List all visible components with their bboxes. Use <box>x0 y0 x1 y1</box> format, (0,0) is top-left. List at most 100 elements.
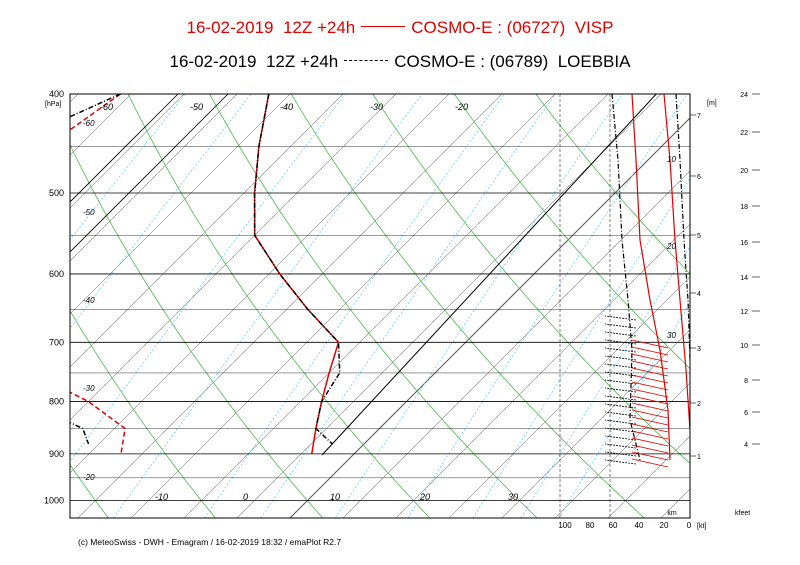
height-kfeet-tick-label: 20 <box>740 168 748 175</box>
wind-barb-visp <box>631 374 669 384</box>
dry-adiabat-line <box>70 464 109 518</box>
isotherm-line <box>0 94 25 518</box>
wind-profile-label: 20 <box>666 242 676 251</box>
isotherm-line <box>70 94 238 262</box>
pressure-tick-label: 500 <box>49 188 64 198</box>
wind-barb-visp <box>631 409 669 419</box>
isotherm-label: -30 <box>370 102 383 112</box>
height-m-tick-label: 1 <box>697 454 701 461</box>
wind-barb-loebbia <box>604 419 637 425</box>
wind-barb-loebbia <box>604 331 637 337</box>
mixing-ratio-line <box>113 94 423 518</box>
wind-barb-visp <box>631 353 669 363</box>
dry-adiabat-line <box>127 94 431 518</box>
wind-tick-label: 80 <box>586 521 595 530</box>
pressure-unit-label: [hPa] <box>45 101 61 108</box>
title-visp-station: VISP <box>574 18 614 37</box>
wind-barb-loebbia <box>604 395 637 401</box>
wind-barb-loebbia <box>604 315 637 321</box>
wind-barb-visp <box>631 367 669 377</box>
footer-credit: (c) MeteoSwiss - DWH - Emagram / 16-02-2… <box>78 537 342 547</box>
wind-tick-label: 0 <box>687 521 692 530</box>
isotherm-line <box>70 94 132 156</box>
axis-labels: 400 500 600 7 0 0 800 900 1000 [hPa] -60 -50 -40 -30 -… <box>44 89 760 530</box>
temperature-line-loebbia <box>253 94 341 445</box>
wind-barb-loebbia <box>604 411 637 417</box>
wind-tick-label: 40 <box>635 521 644 530</box>
isotherm-line <box>342 170 690 518</box>
height-m-tick-label: 4 <box>697 291 701 298</box>
title-visp-model: COSMO-E : (06727) <box>411 18 566 37</box>
dry-adiabat-line <box>372 94 690 464</box>
dry-adiabat-label: -50 <box>83 208 95 217</box>
isotherm-label: -60 <box>100 102 113 112</box>
height-kfeet-tick-label: 18 <box>740 204 748 211</box>
mixing-ratio-line <box>520 246 690 518</box>
pressure-tick-label: 600 <box>49 269 64 279</box>
wind-barb-loebbia <box>604 451 637 457</box>
parcel-ascent-line <box>321 94 657 456</box>
wind-barb-loebbia <box>604 347 637 353</box>
isotherm-line <box>767 94 800 518</box>
wind-barb-visp <box>631 388 669 398</box>
legend-solid-line <box>361 26 406 28</box>
dry-adiabat-line <box>0 94 1 518</box>
wind-barb-visp <box>631 423 669 433</box>
dry-adiabat-line <box>290 94 645 518</box>
pressure-tick-label: 1000 <box>44 496 64 506</box>
dry-adiabat-line <box>453 94 690 370</box>
mixing-ratio-line <box>558 302 690 518</box>
wind-barb-visp <box>631 346 669 356</box>
isotherm-label: 0 <box>243 492 248 502</box>
title-loebbia-station: LOEBBIA <box>557 52 631 71</box>
height-kfeet-tick-label: 6 <box>744 410 748 417</box>
wind-km-label: km <box>667 510 677 517</box>
dry-adiabat-label: -20 <box>83 473 95 482</box>
wind-unit-label: [kt] <box>697 523 706 530</box>
height-kfeet-tick-label: 8 <box>744 378 748 385</box>
sounding-profiles <box>70 94 341 454</box>
isotherm-line <box>289 117 690 518</box>
isotherm-label: 30 <box>508 492 518 502</box>
title-visp-date: 16-02-2019 <box>186 18 274 37</box>
isotherm-line <box>395 223 690 518</box>
height-kfeet-tick-label: 22 <box>740 130 748 137</box>
isotherm-line <box>554 382 690 518</box>
mixing-ratio-line <box>335 94 623 518</box>
isotherm-line <box>70 94 450 474</box>
isotherm-line <box>130 94 556 518</box>
wind-barb-visp <box>631 381 669 391</box>
wind-barb-loebbia <box>604 355 637 361</box>
wind-tick-label: 100 <box>558 521 572 530</box>
mixing-ratio-line <box>260 94 556 518</box>
pressure-tick-label: 800 <box>49 397 64 407</box>
wind-barb-loebbia <box>604 323 637 329</box>
isotherm-line <box>183 94 609 518</box>
isotherm-line <box>70 94 291 315</box>
pressure-tick-label: 400 <box>49 89 64 99</box>
wind-barb-visp <box>631 339 669 349</box>
height-kfeet-tick-label: 12 <box>740 309 748 316</box>
height-kfeet-tick-label: 4 <box>744 442 748 449</box>
wind-profile-label: 30 <box>667 331 676 340</box>
height-m-tick-label: 7 <box>697 113 701 120</box>
emagram-grid <box>0 94 800 518</box>
wind-barb-loebbia <box>604 435 637 441</box>
title-loebbia-run: 12Z +24h <box>265 52 339 71</box>
isotherm-line <box>448 276 690 518</box>
dry-adiabat-line <box>209 94 538 518</box>
title-loebbia-model: COSMO-E : (06789) <box>394 52 549 71</box>
plot-frame <box>69 93 691 519</box>
wind-profile-visp-left <box>631 94 671 461</box>
wind-barb-loebbia <box>604 427 637 433</box>
isotherm-line <box>660 488 690 518</box>
pressure-tick-label: 900 <box>49 449 64 459</box>
height-m-tick-label: 2 <box>697 401 701 408</box>
wind-barb-loebbia <box>604 339 637 345</box>
dry-adiabat-label: -40 <box>83 296 95 305</box>
mixing-ratio-line <box>472 177 690 518</box>
isotherm-line <box>77 94 503 518</box>
legend-dashdot-line <box>344 60 389 62</box>
reference-lapse-line <box>70 94 179 203</box>
